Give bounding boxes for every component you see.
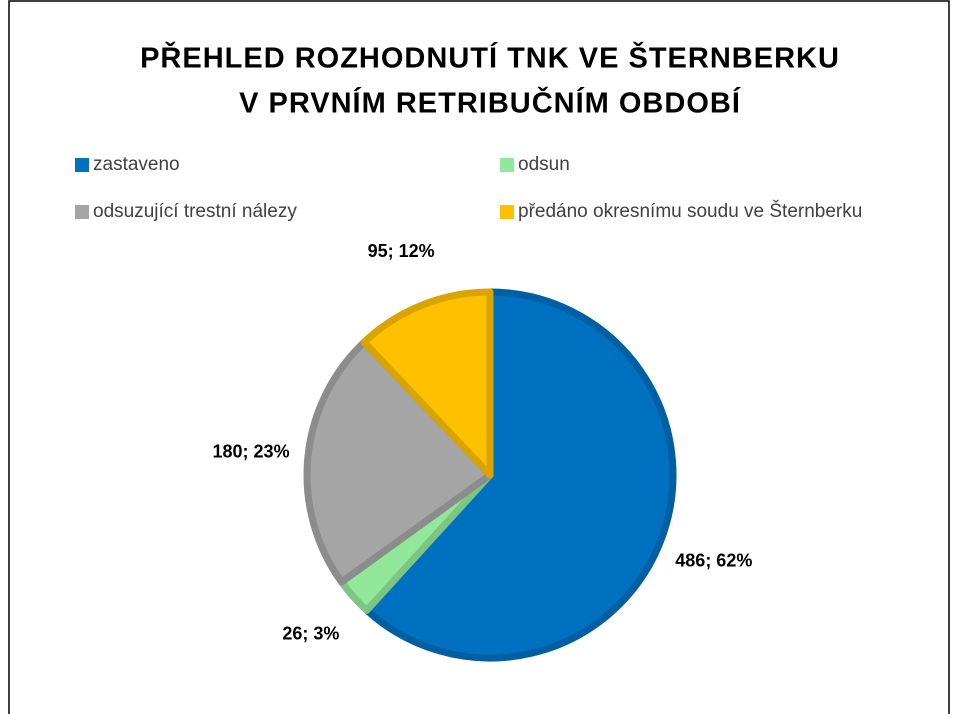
legend-label: předáno okresnímu soudu ve Šternberku (518, 200, 862, 222)
legend-swatch (500, 205, 514, 219)
pie-slice (303, 338, 494, 586)
chart-title: V PRVNÍM RETRIBUČNÍM OBDOBÍ (239, 86, 741, 120)
legend-label: odsuzující trestní nálezy (93, 201, 297, 222)
pie-slice (363, 288, 677, 662)
legend-label: zastaveno (93, 154, 180, 175)
legend-swatch (75, 205, 89, 219)
chart-title: PŘEHLED ROZHODNUTÍ TNK VE ŠTERNBERKU (140, 41, 840, 75)
data-label: 26; 3% (282, 624, 339, 644)
legend-swatch (75, 158, 89, 172)
pie-slice (360, 288, 494, 479)
legend-swatch (500, 158, 514, 172)
data-label: 95; 12% (368, 241, 435, 261)
legend-label: odsun (518, 154, 570, 175)
data-label: 180; 23% (213, 441, 290, 461)
data-label: 486; 62% (675, 550, 752, 570)
